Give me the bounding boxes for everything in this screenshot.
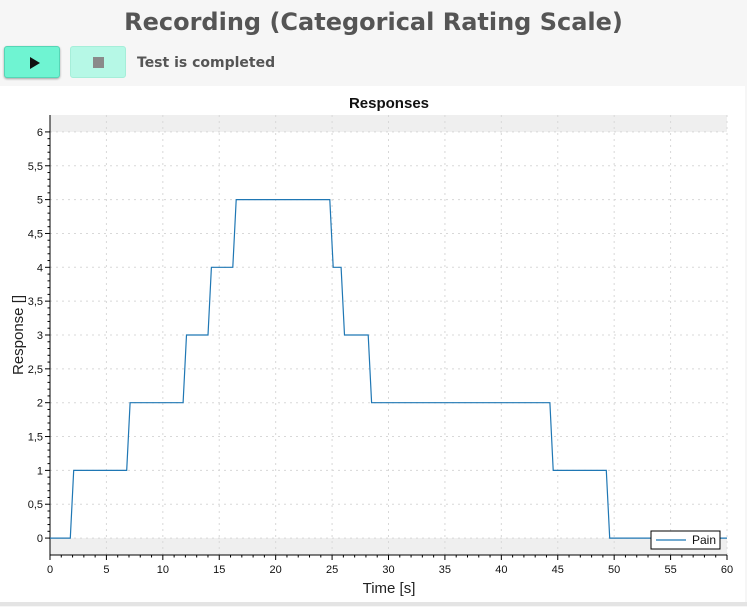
bottom-divider <box>0 602 747 606</box>
x-tick-label: 35 <box>439 564 451 576</box>
y-tick-label: 4 <box>37 262 43 274</box>
x-tick-label: 0 <box>47 564 53 576</box>
chart-panel: Responses 0 5 10 15 20 25 30 35 40 45 50 55 60 0 0,5 1 1… <box>0 86 745 602</box>
stop-icon <box>93 57 104 68</box>
toolbar: Test is completed <box>4 46 744 80</box>
play-icon <box>30 57 40 69</box>
y-tick-label: 6 <box>37 127 43 139</box>
play-button[interactable] <box>4 46 60 78</box>
series-line-pain <box>50 199 727 539</box>
y-tick-label: 0,5 <box>28 499 43 511</box>
x-tick-label: 25 <box>326 564 338 576</box>
legend-label: Pain <box>692 533 716 547</box>
y-tick-label: 2,5 <box>28 364 43 376</box>
y-tick-label: 1 <box>37 465 43 477</box>
responses-chart: Responses 0 5 10 15 20 25 30 35 40 45 50 55 6000,511… <box>10 95 733 597</box>
legend: Pain <box>650 530 721 550</box>
x-axis-label: Time [s] <box>363 580 416 597</box>
upper-out-of-range-band <box>50 115 727 132</box>
y-tick-label: 3,5 <box>28 296 43 308</box>
x-tick-label: 20 <box>270 564 282 576</box>
x-tick-label: 15 <box>213 564 225 576</box>
x-tick-label: 45 <box>552 564 564 576</box>
y-tick-label: 0 <box>37 533 43 545</box>
x-tick-label: 60 <box>721 564 733 576</box>
y-tick-label: 2 <box>37 398 43 410</box>
stop-button[interactable] <box>70 46 126 78</box>
x-tick-label: 5 <box>103 564 109 576</box>
x-tick-label: 10 <box>157 564 169 576</box>
x-tick-label: 30 <box>382 564 394 576</box>
y-tick-label: 5 <box>37 195 43 207</box>
lower-out-of-range-band <box>50 538 727 555</box>
y-tick-label: 1,5 <box>28 432 43 444</box>
chart-title: Responses <box>349 95 429 112</box>
status-text: Test is completed <box>137 55 276 71</box>
x-tick-label: 55 <box>664 564 676 576</box>
y-axis-label: Response [] <box>10 295 27 375</box>
y-tick-label: 4,5 <box>28 228 43 240</box>
y-tick-label: 3 <box>37 330 43 342</box>
x-tick-label: 50 <box>608 564 620 576</box>
y-tick-label: 5,5 <box>28 161 43 173</box>
x-tick-label: 40 <box>495 564 507 576</box>
page-title: Recording (Categorical Rating Scale) <box>124 8 623 36</box>
